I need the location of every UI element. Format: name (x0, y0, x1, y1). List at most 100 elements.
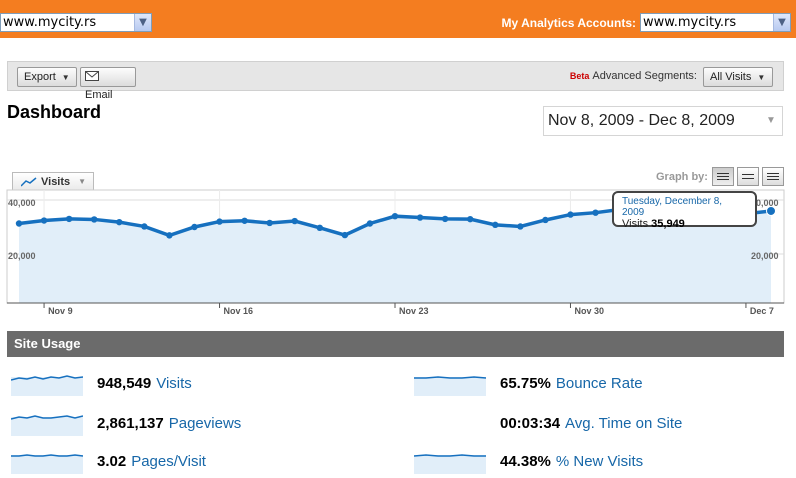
sparkline[interactable] (11, 372, 83, 396)
y-tick-label: 40,000 (8, 198, 36, 208)
metric-row: 65.75% Bounce Rate (500, 375, 643, 392)
chevron-down-icon[interactable]: ▼ (773, 14, 790, 31)
site-usage-heading: Site Usage (7, 331, 784, 357)
data-point[interactable] (441, 215, 449, 223)
chart-tooltip: Tuesday, December 8, 2009 Visits 35,949 (612, 191, 757, 230)
data-point[interactable] (141, 223, 148, 230)
accounts-select-value: www.mycity.rs (643, 15, 737, 30)
sparkline[interactable] (414, 450, 486, 474)
sparkline[interactable] (11, 412, 83, 436)
metric-row: 2,861,137 Pageviews (97, 415, 241, 432)
metric-pages-visit: 3.02 Pages/Visit (11, 450, 401, 474)
chevron-down-icon: ▼ (757, 73, 766, 82)
series-area (19, 209, 771, 303)
segments-text: Advanced Segments: (592, 70, 697, 82)
tooltip-date: Tuesday, December 8, 2009 (622, 196, 723, 218)
metric-new-visits: 44.38%% New Visits (414, 450, 784, 474)
chevron-down-icon: ▼ (61, 73, 70, 82)
line-chart-icon (21, 177, 37, 187)
site-select[interactable]: www.mycity.rs ▼ (0, 13, 152, 32)
data-point[interactable] (216, 218, 223, 225)
metric-pageviews: 2,861,137 Pageviews (11, 412, 401, 436)
metric-link-new-visits[interactable]: % New Visits (555, 453, 644, 470)
data-point[interactable] (492, 221, 499, 229)
data-point[interactable] (116, 218, 123, 226)
advanced-segments-label: Beta Advanced Segments: (570, 70, 697, 82)
data-point[interactable] (241, 217, 248, 224)
metric-value: 3.02 (97, 453, 127, 470)
metric-link-pages-visit[interactable]: Pages/Visit (131, 453, 206, 470)
x-tick-label: Nov 16 (224, 306, 254, 316)
date-range-picker[interactable]: Nov 8, 2009 - Dec 8, 2009 ▼ (543, 106, 783, 136)
metric-avg-time: 00:03:34 Avg. Time on Site (414, 412, 784, 436)
top-bar: www.mycity.rs ▼ My Analytics Accounts: w… (0, 0, 796, 38)
envelope-icon (85, 71, 99, 81)
page-title: Dashboard (7, 102, 102, 122)
data-point[interactable] (366, 220, 374, 227)
metric-row: 00:03:34 Avg. Time on Site (500, 415, 682, 432)
accounts-select[interactable]: www.mycity.rs ▼ (640, 13, 791, 32)
chevron-down-icon[interactable]: ▼ (134, 14, 151, 31)
beta-badge: Beta (569, 71, 590, 81)
data-point[interactable] (341, 231, 349, 239)
data-point[interactable] (91, 216, 98, 223)
y-tick-label: 20,000 (8, 251, 36, 261)
tooltip-value: 35,949 (651, 218, 685, 230)
data-point[interactable] (166, 232, 173, 239)
accounts-label: My Analytics Accounts: (501, 16, 636, 30)
data-point[interactable] (316, 224, 323, 232)
data-point[interactable] (567, 211, 574, 218)
email-label: Email (85, 89, 113, 101)
metric-link-visits[interactable]: Visits (156, 375, 192, 392)
metric-value: 65.75% (500, 375, 551, 392)
data-point[interactable] (191, 223, 198, 231)
metric-value: 2,861,137 (97, 415, 164, 432)
graph-by-label: Graph by: (656, 171, 708, 183)
tooltip-value-row: Visits 35,949 (622, 218, 747, 230)
metric-row: 3.02 Pages/Visit (97, 453, 206, 470)
tooltip-metric: Visits (622, 218, 649, 230)
segments-select[interactable]: All Visits ▼ (703, 67, 773, 87)
export-button[interactable]: Export ▼ (17, 67, 77, 87)
metric-visits: 948,549 Visits (11, 372, 401, 396)
y-tick-label: 20,000 (751, 251, 779, 261)
segments-value: All Visits (710, 71, 752, 83)
metric-value: 44.38% (500, 453, 551, 470)
data-point[interactable] (542, 216, 549, 224)
data-point[interactable] (391, 213, 399, 220)
metric-link-avg-time[interactable]: Avg. Time on Site (565, 415, 683, 432)
data-point[interactable] (65, 215, 73, 223)
metric-link-bounce-rate[interactable]: Bounce Rate (555, 375, 643, 392)
metric-selector-tab[interactable]: Visits ▼ (12, 172, 94, 190)
chevron-down-icon: ▼ (78, 177, 86, 186)
toolbar: Export ▼ Email Beta Advanced Segments: All… (7, 61, 784, 101)
data-point[interactable] (467, 215, 474, 223)
graph-by-month-button[interactable] (762, 167, 784, 186)
data-point[interactable] (766, 205, 776, 216)
metric-row: 44.38%% New Visits (500, 453, 643, 470)
metric-row: 948,549 Visits (97, 375, 192, 392)
data-point[interactable] (15, 220, 23, 227)
sparkline[interactable] (414, 372, 486, 396)
graph-by-week-button[interactable] (737, 167, 759, 186)
x-tick-label: Dec 7 (750, 306, 774, 316)
email-button[interactable]: Email (80, 67, 136, 101)
data-point[interactable] (416, 214, 424, 221)
data-point[interactable] (266, 219, 273, 227)
graph-by-day-button[interactable] (712, 167, 734, 186)
sparkline[interactable] (11, 450, 83, 474)
metric-tab-label: Visits (41, 176, 71, 188)
chevron-down-icon[interactable]: ▼ (766, 115, 776, 126)
site-select-value: www.mycity.rs (3, 15, 97, 30)
data-point[interactable] (517, 223, 524, 230)
metric-value: 948,549 (97, 375, 152, 392)
data-point[interactable] (291, 217, 298, 225)
metric-value: 00:03:34 (500, 415, 561, 432)
data-point[interactable] (592, 209, 599, 216)
export-label: Export (24, 71, 56, 83)
metric-link-pageviews[interactable]: Pageviews (168, 415, 242, 432)
data-point[interactable] (40, 217, 48, 224)
y-tick-label: 40,000 (751, 198, 779, 208)
x-tick-label: Nov 9 (48, 306, 73, 316)
x-tick-label: Nov 30 (574, 306, 604, 316)
